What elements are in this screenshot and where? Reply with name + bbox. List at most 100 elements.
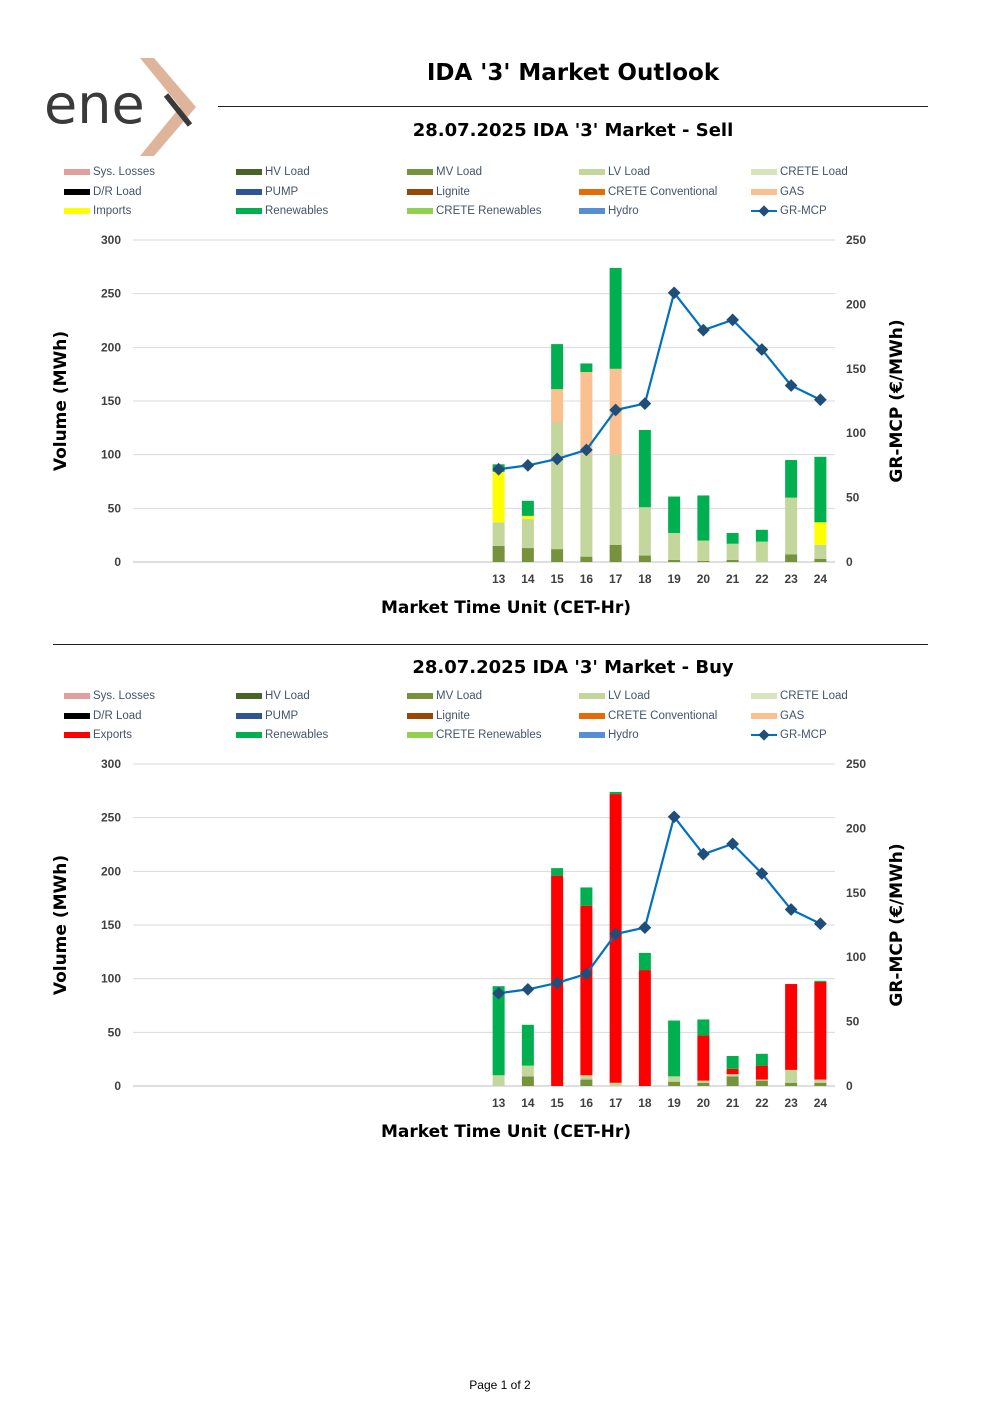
legend-label: CRETE Renewables	[436, 205, 542, 217]
legend-swatch	[407, 712, 433, 719]
legend-swatch-line	[751, 205, 777, 217]
bar-segment-gas-15	[551, 389, 564, 423]
y-tick-label: 200	[101, 864, 121, 878]
mcp-point	[492, 462, 505, 476]
bar-segment-renewables-22	[755, 529, 768, 542]
bar-segment-renewables-18	[638, 429, 651, 508]
bar-segment-lv-load-17	[609, 454, 622, 545]
legend-item-crete-renewables: CRETE Renewables	[407, 203, 541, 219]
y-tick-label: 0	[114, 555, 121, 569]
bar-segment-lv-load-14	[521, 1065, 534, 1077]
x-axis-title: Market Time Unit (CET-Hr)	[381, 598, 631, 618]
x-tick-label: 14	[521, 572, 535, 586]
bar-segment-renewables-14	[521, 500, 534, 516]
bar-segment-lv-load-22	[755, 541, 768, 562]
legend-item-sys-losses: Sys. Losses	[64, 688, 155, 704]
legend-swatch	[751, 169, 777, 175]
x-tick-label: 18	[638, 1096, 652, 1110]
legend-item-d-r-load: D/R Load	[64, 184, 142, 200]
mcp-point	[814, 393, 827, 407]
section-divider	[53, 644, 928, 645]
bar-segment-mv-load-19	[668, 559, 681, 562]
bar-segment-imports-24	[814, 522, 827, 545]
bar-segment-mv-load-24	[814, 558, 827, 562]
y2-tick-label: 150	[846, 886, 866, 900]
legend-item-crete-renewables: CRETE Renewables	[407, 727, 541, 743]
x-tick-label: 21	[726, 1096, 740, 1110]
bar-segment-mv-load-16	[580, 1079, 593, 1086]
bar-segment-mv-load-23	[785, 1082, 798, 1086]
bar-segment-renewables-19	[668, 496, 681, 534]
x-axis-title: Market Time Unit (CET-Hr)	[381, 1122, 631, 1142]
x-tick-label: 18	[638, 572, 652, 586]
y-tick-label: 0	[114, 1079, 121, 1093]
bar-segment-exports-22	[755, 1065, 768, 1080]
logo-x-stroke	[163, 93, 193, 127]
bar-segment-lv-load-24	[814, 544, 827, 559]
bar-segment-renewables-23	[785, 460, 798, 498]
legend-item-hv-load: HV Load	[236, 164, 310, 180]
bar-segment-exports-16	[580, 905, 593, 1076]
legend-label: LV Load	[608, 690, 650, 702]
legend-label: CRETE Load	[780, 690, 848, 702]
bar-segment-exports-18	[638, 970, 651, 1086]
bar-segment-exports-20	[697, 1035, 710, 1081]
legend-label: Renewables	[265, 729, 329, 741]
legend-item-lignite: Lignite	[407, 184, 470, 200]
legend-swatch	[64, 208, 90, 214]
y2-tick-label: 200	[846, 821, 866, 835]
mcp-point	[814, 917, 827, 931]
legend-item-crete-conventional: CRETE Conventional	[579, 708, 717, 724]
legend-label: HV Load	[265, 690, 310, 702]
y2-tick-label: 250	[846, 233, 866, 247]
legend-item-exports: Exports	[64, 727, 132, 743]
bar-segment-mv-load-21	[726, 559, 739, 562]
x-tick-label: 22	[755, 572, 769, 586]
legend-label: GAS	[780, 185, 805, 198]
bar-segment-lv-load-16	[580, 1075, 593, 1080]
bar-segment-mv-load-20	[697, 1082, 710, 1086]
bar-segment-renewables-21	[726, 533, 739, 544]
x-tick-label: 24	[814, 1096, 828, 1110]
legend-label: GAS	[780, 709, 805, 722]
legend-label: Sys. Losses	[93, 690, 155, 702]
legend-label: Hydro	[608, 729, 639, 741]
y-tick-label: 150	[101, 394, 121, 408]
y2-tick-label: 250	[846, 757, 866, 771]
bar-segment-lv-load-21	[726, 543, 739, 560]
y2-tick-label: 100	[846, 950, 866, 964]
legend-item-pump: PUMP	[236, 184, 298, 200]
x-tick-label: 15	[550, 1096, 564, 1110]
legend-label: MV Load	[436, 166, 483, 178]
legend-label: Lignite	[436, 709, 470, 722]
legend-item-crete-load: CRETE Load	[751, 688, 848, 704]
legend-swatch	[236, 732, 262, 738]
x-tick-label: 23	[784, 1096, 798, 1110]
mcp-point	[521, 983, 535, 996]
legend-item-hv-load: HV Load	[236, 688, 310, 704]
bar-segment-lv-load-17	[609, 1082, 622, 1086]
legend-item-gas: GAS	[751, 708, 804, 724]
bar-segment-mv-load-24	[814, 1082, 827, 1086]
y-tick-label: 50	[108, 501, 122, 515]
bar-segment-mv-load-15	[551, 549, 564, 562]
legend-label: Renewables	[265, 205, 329, 217]
mcp-line	[498, 290, 821, 471]
bar-segment-lv-load-19	[668, 1076, 681, 1082]
legend-item-hydro: Hydro	[579, 727, 639, 743]
bar-segment-renewables-17	[609, 791, 622, 795]
buy-chart-svg: 0 50 100 150 200 250 300 0 50 100 150 200 250 13 14 15 1…	[51, 757, 907, 1142]
sell-chart: 0 50 100 150 200 250 300 0 50 100 150 200 250 13 14 15 1…	[50, 225, 930, 625]
x-tick-label: 22	[755, 1096, 769, 1110]
legend-item-lignite: Lignite	[407, 708, 470, 724]
bar-segment-renewables-24	[814, 456, 827, 523]
sell-legend: Sys. Losses HV Load MV Load LV Load CRETE Lo…	[64, 164, 924, 224]
legend-swatch	[64, 712, 90, 719]
x-tick-label: 15	[550, 572, 564, 586]
bar-segment-exports-23	[785, 984, 798, 1070]
legend-swatch	[64, 188, 90, 195]
bar-segment-mv-load-13	[492, 545, 505, 562]
bar-segment-mv-load-14	[521, 1076, 534, 1086]
bar-segment-lv-load-21	[726, 1074, 739, 1077]
legend-item-crete-load: CRETE Load	[751, 164, 848, 180]
